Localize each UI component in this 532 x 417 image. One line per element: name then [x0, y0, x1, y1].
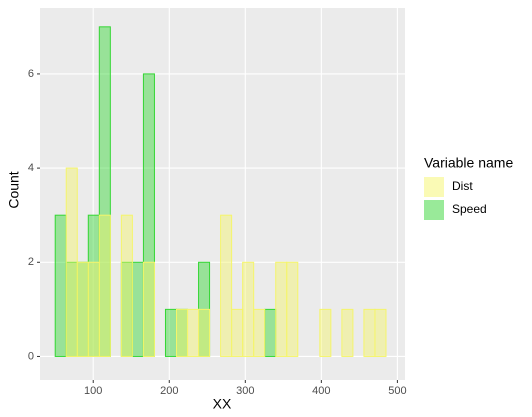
y-tick-label: 6 — [28, 68, 34, 80]
x-tick-label: 300 — [236, 385, 254, 397]
x-tick-label: 200 — [160, 385, 178, 397]
bar — [253, 308, 266, 357]
legend-key — [424, 177, 444, 197]
bar — [164, 308, 177, 357]
bar — [341, 308, 354, 357]
x-axis-title: XX — [213, 396, 232, 412]
bar — [242, 261, 255, 357]
bar — [65, 167, 78, 357]
legend-label: Dist — [452, 179, 473, 193]
legend-key — [424, 200, 444, 220]
bar — [142, 261, 155, 357]
bar — [319, 308, 332, 357]
bar — [187, 308, 200, 357]
y-tick-label: 0 — [28, 350, 34, 362]
bar — [374, 308, 387, 357]
bar — [131, 261, 144, 357]
bar — [220, 214, 233, 357]
y-tick-label: 4 — [28, 162, 34, 174]
x-tick-label: 100 — [84, 385, 102, 397]
bar — [286, 261, 299, 357]
bar — [231, 308, 244, 357]
bar — [120, 214, 133, 357]
bar — [198, 308, 211, 357]
y-axis-title: Count — [6, 171, 22, 208]
x-tick-label: 400 — [312, 385, 330, 397]
bar — [98, 214, 111, 357]
bar — [275, 261, 288, 357]
panel — [40, 8, 405, 380]
bar — [76, 261, 89, 357]
bar — [264, 308, 277, 357]
bar — [363, 308, 376, 357]
x-tick-label: 500 — [388, 385, 406, 397]
bar — [175, 308, 189, 357]
legend-label: Speed — [452, 202, 487, 216]
y-tick-label: 2 — [28, 256, 34, 268]
legend-title: Variable name — [424, 155, 513, 171]
bar — [54, 214, 67, 357]
bar — [87, 261, 100, 357]
